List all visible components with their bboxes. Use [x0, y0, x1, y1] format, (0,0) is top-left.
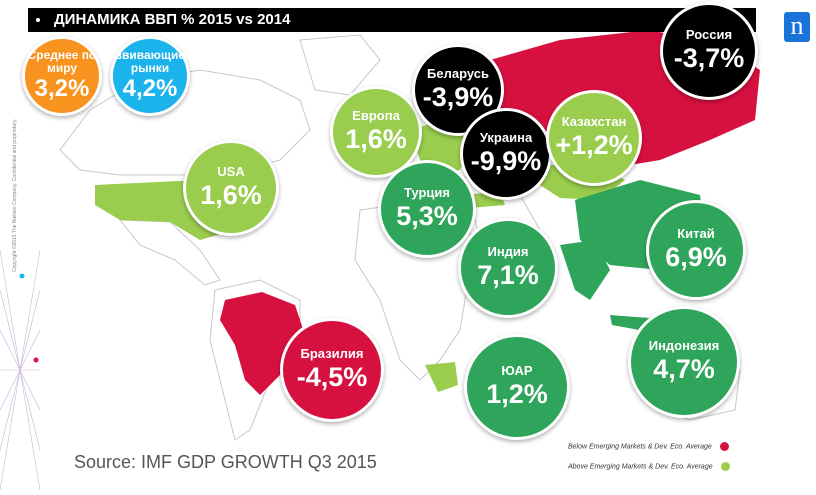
map-greenland	[299, 34, 381, 96]
source-note: Source: IMF GDP GROWTH Q3 2015	[74, 452, 377, 472]
title-dot	[36, 18, 40, 22]
bubble-world-average: Среднее по миру 3,2%	[22, 36, 102, 116]
bubble-china: Китай 6,9%	[646, 200, 746, 300]
map-india	[560, 240, 610, 300]
title-bar: ДИНАМИКА ВВП % 2015 vs 2014	[28, 8, 756, 32]
bubble-value: 6,9%	[665, 242, 727, 272]
bubble-usa: USA 1,6%	[183, 140, 279, 236]
bubble-value: 3,2%	[34, 75, 90, 102]
bubble-label: Бразилия	[300, 346, 364, 361]
bubble-value: 4,7%	[653, 354, 715, 384]
bubble-emerging-average: Развивающиеся рынки 4,2%	[101, 36, 199, 116]
bubble-label: Россия	[685, 27, 733, 42]
legend-above-label: Above Emerging Markets & Dev. Eco. Avera…	[568, 463, 713, 471]
legend-above-swatch	[720, 462, 730, 471]
bubble-value: -3,7%	[673, 43, 745, 73]
bubble-value: 1,6%	[345, 124, 407, 154]
legend-below-swatch	[719, 442, 729, 451]
bubble-value: 1,6%	[200, 180, 262, 210]
bubble-brazil: Бразилия -4,5%	[280, 318, 384, 422]
bubble-label: Украина	[479, 130, 533, 145]
bubble-label: Беларусь	[427, 66, 489, 81]
map-mexico	[118, 219, 221, 286]
bubble-russia: Россия -3,7%	[660, 2, 758, 100]
bubble-value: 1,2%	[486, 379, 548, 409]
bubble-value: 7,1%	[477, 260, 539, 290]
bubble-india: Индия 7,1%	[458, 218, 558, 318]
bubble-indonesia: Индонезия 4,7%	[628, 306, 740, 418]
legend-below-label: Below Emerging Markets & Dev. Eco. Avera…	[568, 443, 712, 451]
decorative-lines	[0, 249, 41, 491]
bubble-label: Турция	[403, 185, 450, 200]
bubble-label: Развивающиеся рынки	[101, 48, 199, 75]
copyright-notice: Copyright ©2015 The Nielsen Company. Con…	[12, 118, 18, 272]
legend-below: Below Emerging Markets & Dev. Eco. Avera…	[568, 442, 729, 451]
bubble-label: ЮАР	[501, 363, 533, 378]
bubble-value: 5,3%	[396, 201, 458, 231]
legend-above: Above Emerging Markets & Dev. Eco. Avera…	[568, 462, 730, 471]
bubble-value: -4,5%	[296, 362, 368, 392]
bubble-label: Китай	[677, 226, 715, 241]
bubble-south-africa: ЮАР 1,2%	[464, 334, 570, 440]
bubble-label: Европа	[352, 108, 400, 123]
bubble-ukraine: Украина -9,9%	[460, 108, 552, 200]
bubble-value: -3,9%	[422, 82, 494, 112]
bubble-label: Среднее по миру	[27, 48, 97, 75]
bubble-value: 4,2%	[122, 75, 178, 102]
bubble-label: Индонезия	[648, 338, 720, 353]
bubble-kazakhstan: Казахстан +1,2%	[546, 90, 642, 186]
bubble-value: -9,9%	[470, 146, 542, 176]
map-south-africa	[425, 362, 458, 392]
bubble-turkey: Турция 5,3%	[378, 160, 476, 258]
page-title: ДИНАМИКА ВВП % 2015 vs 2014	[54, 11, 291, 28]
bubble-label: Казахстан	[561, 114, 627, 129]
bubble-value: +1,2%	[555, 130, 633, 160]
bubble-label: Индия	[487, 244, 529, 259]
bubble-europe: Европа 1,6%	[330, 86, 422, 178]
nielsen-logo-icon: n	[784, 12, 810, 42]
bubble-label: USA	[217, 164, 245, 179]
